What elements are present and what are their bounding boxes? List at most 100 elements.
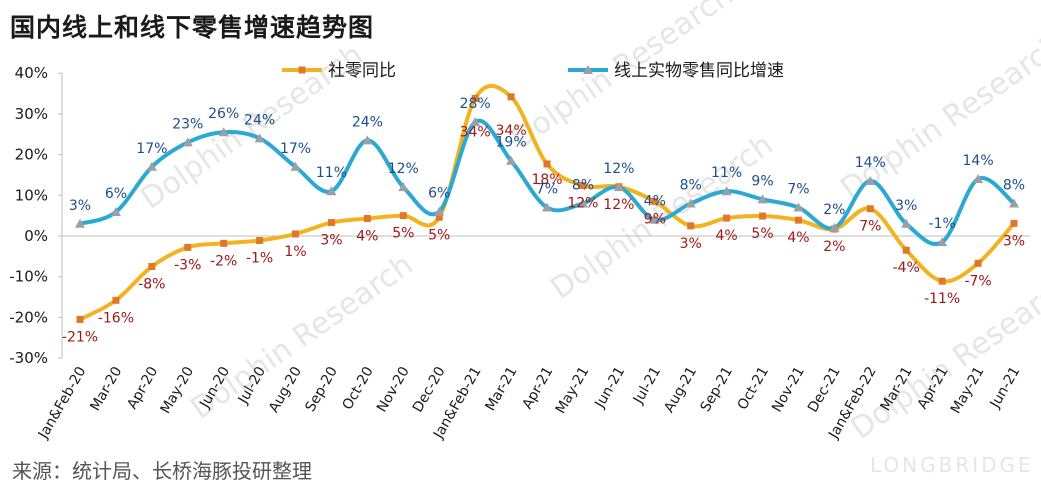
retail-marker [327, 219, 335, 227]
online-data-label: 7% [536, 182, 558, 198]
online-marker [326, 186, 337, 196]
x-tick-label: Apr-20 [124, 364, 161, 412]
retail-marker [76, 315, 84, 323]
legend-marker-retail [298, 66, 306, 74]
x-tick-label: Dec-21 [805, 364, 844, 415]
online-marker [901, 218, 912, 228]
series-line-retail [79, 83, 1016, 322]
x-tick-label: Sep-20 [302, 364, 340, 415]
retail-marker [148, 263, 156, 271]
x-tick-label: Mar-21 [482, 364, 520, 414]
x-tick-label: Jan&Feb-20 [35, 364, 89, 442]
online-marker [434, 206, 445, 216]
x-tick-label: Mar-20 [87, 364, 125, 414]
retail-marker [471, 94, 479, 102]
y-tick-label: 30% [15, 105, 48, 123]
retail-marker [184, 243, 192, 251]
online-marker [757, 194, 768, 204]
retail-marker [507, 93, 515, 101]
retail-data-label: 5% [751, 226, 773, 242]
online-marker [1009, 198, 1019, 208]
retail-marker [1010, 219, 1018, 227]
x-tick-label: Sep-21 [698, 364, 736, 415]
chart-title: 国内线上和线下零售增速趋势图 [10, 13, 375, 42]
online-data-label: 28% [460, 96, 491, 112]
retail-marker [759, 212, 767, 220]
retail-marker [687, 222, 695, 230]
x-tick-label: Jun-21 [592, 364, 629, 412]
x-tick-label: Oct-21 [735, 364, 772, 413]
online-marker [865, 176, 876, 186]
online-data-label: 7% [787, 182, 809, 198]
series-lines [79, 83, 1016, 322]
online-data-label: 24% [244, 112, 275, 128]
x-tick-label: Aug-21 [661, 364, 700, 415]
online-marker [254, 133, 265, 143]
x-tick-label: Jun-21 [987, 364, 1024, 412]
retail-data-label: 34% [460, 124, 491, 140]
y-tick-label: 20% [15, 146, 48, 164]
retail-marker [435, 213, 443, 221]
retail-data-label: -21% [62, 329, 98, 345]
data-labels: 3% 6% 17% 23% 26% 24% 17% 11% 24% 12% 6% 28% 19% 7% 8%… [62, 96, 1025, 345]
retail-data-label: 3% [1003, 233, 1025, 249]
legend-label-retail: 社零同比 [328, 61, 396, 81]
retail-data-label: 12% [567, 196, 598, 212]
online-data-label: -1% [929, 216, 956, 232]
online-marker [577, 198, 588, 208]
retail-marker [220, 239, 228, 247]
online-marker [937, 237, 948, 247]
legend-marker-online [583, 65, 593, 74]
x-tick-label: Jul-21 [630, 364, 664, 407]
retail-marker [543, 160, 551, 168]
retail-data-label: 1% [284, 244, 306, 260]
online-marker [398, 182, 409, 192]
online-data-label: 11% [316, 165, 347, 181]
source-note: 来源：统计局、长桥海豚投研整理 [12, 459, 312, 483]
online-data-label: 26% [208, 106, 239, 122]
online-marker [506, 155, 517, 165]
x-tick-label: May-21 [553, 364, 593, 417]
y-tick-label: 10% [15, 186, 48, 204]
x-tick-label: Apr-21 [520, 364, 557, 412]
online-data-label: 6% [428, 186, 450, 202]
online-marker [146, 161, 157, 171]
online-data-label: 17% [280, 141, 311, 157]
online-data-label: 23% [172, 116, 203, 132]
retail-marker [974, 259, 982, 267]
retail-data-label: -1% [246, 250, 273, 266]
retail-marker [256, 236, 264, 244]
retail-data-label: 18% [531, 172, 562, 188]
retail-marker [794, 216, 802, 224]
retail-data-label: 12% [603, 197, 634, 213]
online-data-label: 19% [496, 135, 527, 151]
retail-marker [651, 197, 659, 205]
retail-data-label: 3% [320, 233, 342, 249]
retail-data-label: 5% [392, 226, 414, 242]
online-data-label: 14% [963, 153, 994, 169]
online-marker [218, 127, 229, 137]
online-data-label: 8% [1003, 177, 1025, 193]
retail-data-label: 34% [496, 123, 527, 139]
online-data-label: 11% [711, 165, 742, 181]
online-marker [542, 202, 552, 212]
retail-marker [866, 205, 874, 213]
retail-marker [112, 296, 120, 304]
retail-marker [723, 214, 731, 222]
retail-data-label: -2% [210, 253, 237, 269]
online-marker [110, 206, 121, 216]
retail-data-label: -11% [924, 291, 960, 307]
x-tick-label: Nov-21 [769, 364, 808, 415]
watermark-logo: LONGBRIDGE [870, 453, 1034, 477]
online-data-label: 12% [388, 161, 419, 177]
online-data-label: 17% [136, 141, 167, 157]
retail-marker [938, 277, 946, 285]
online-data-label: 4% [644, 194, 666, 210]
retail-data-label: -4% [893, 260, 920, 276]
online-data-label: 8% [572, 177, 594, 193]
legend: 社零同比 线上实物零售同比增速 [282, 61, 784, 81]
online-marker [362, 135, 373, 145]
retail-data-label: 2% [823, 239, 845, 255]
online-data-label: 14% [855, 155, 886, 171]
